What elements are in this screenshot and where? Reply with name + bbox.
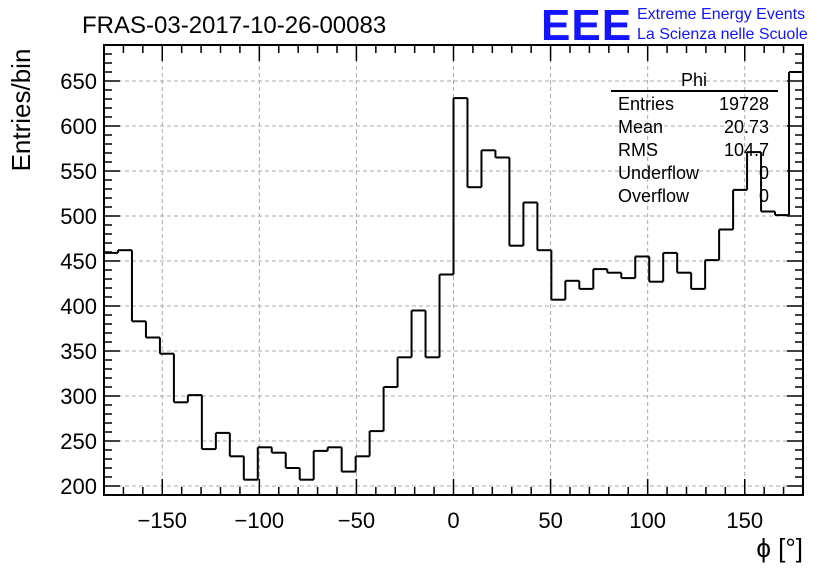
y-tick-label: 550 [60, 159, 97, 184]
y-tick-label: 650 [60, 69, 97, 94]
y-tick-label: 200 [60, 474, 97, 499]
eee-logo: EEE Extreme Energy Events La Scienza nel… [541, 1, 808, 50]
y-tick-label: 500 [60, 204, 97, 229]
y-tick-label: 400 [60, 294, 97, 319]
stats-value-mean: 20.73 [724, 117, 769, 137]
histogram-bins [104, 71, 803, 481]
x-tick-label: 100 [629, 508, 666, 533]
x-tick-label: −50 [338, 508, 375, 533]
y-axis-label: Entries/bin [6, 49, 36, 172]
x-tick-label: −150 [137, 508, 187, 533]
stats-title: Phi [681, 70, 707, 90]
x-tick-label: 50 [538, 508, 562, 533]
y-tick-label: 450 [60, 249, 97, 274]
stats-label-mean: Mean [618, 117, 663, 137]
y-tick-label: 600 [60, 114, 97, 139]
stats-label-entries: Entries [618, 94, 674, 114]
logo-line-2: La Scienza nelle Scuole [637, 26, 808, 43]
x-tick-label: −100 [235, 508, 285, 533]
stats-value-underflow: 0 [759, 163, 769, 183]
stats-value-rms: 104.7 [724, 140, 769, 160]
stats-label-rms: RMS [618, 140, 658, 160]
stats-value-overflow: 0 [759, 186, 769, 206]
x-tick-label: 0 [447, 508, 459, 533]
x-axis-label: ϕ [°] [756, 533, 803, 563]
y-tick-label: 250 [60, 429, 97, 454]
x-tick-label: 150 [726, 508, 763, 533]
ticks-layer [104, 45, 803, 495]
logo-line-1: Extreme Energy Events [637, 6, 805, 23]
y-tick-label: 300 [60, 384, 97, 409]
stats-label-underflow: Underflow [618, 163, 700, 183]
logo-mark: EEE [541, 1, 632, 50]
y-tick-label: 350 [60, 339, 97, 364]
stats-box: Phi Entries 19728 Mean 20.73 RMS 104.7 U… [611, 70, 778, 206]
chart-title: FRAS-03-2017-10-26-00083 [82, 12, 386, 39]
stats-value-entries: 19728 [719, 94, 769, 114]
plot-frame [103, 44, 804, 496]
stats-label-overflow: Overflow [618, 186, 690, 206]
